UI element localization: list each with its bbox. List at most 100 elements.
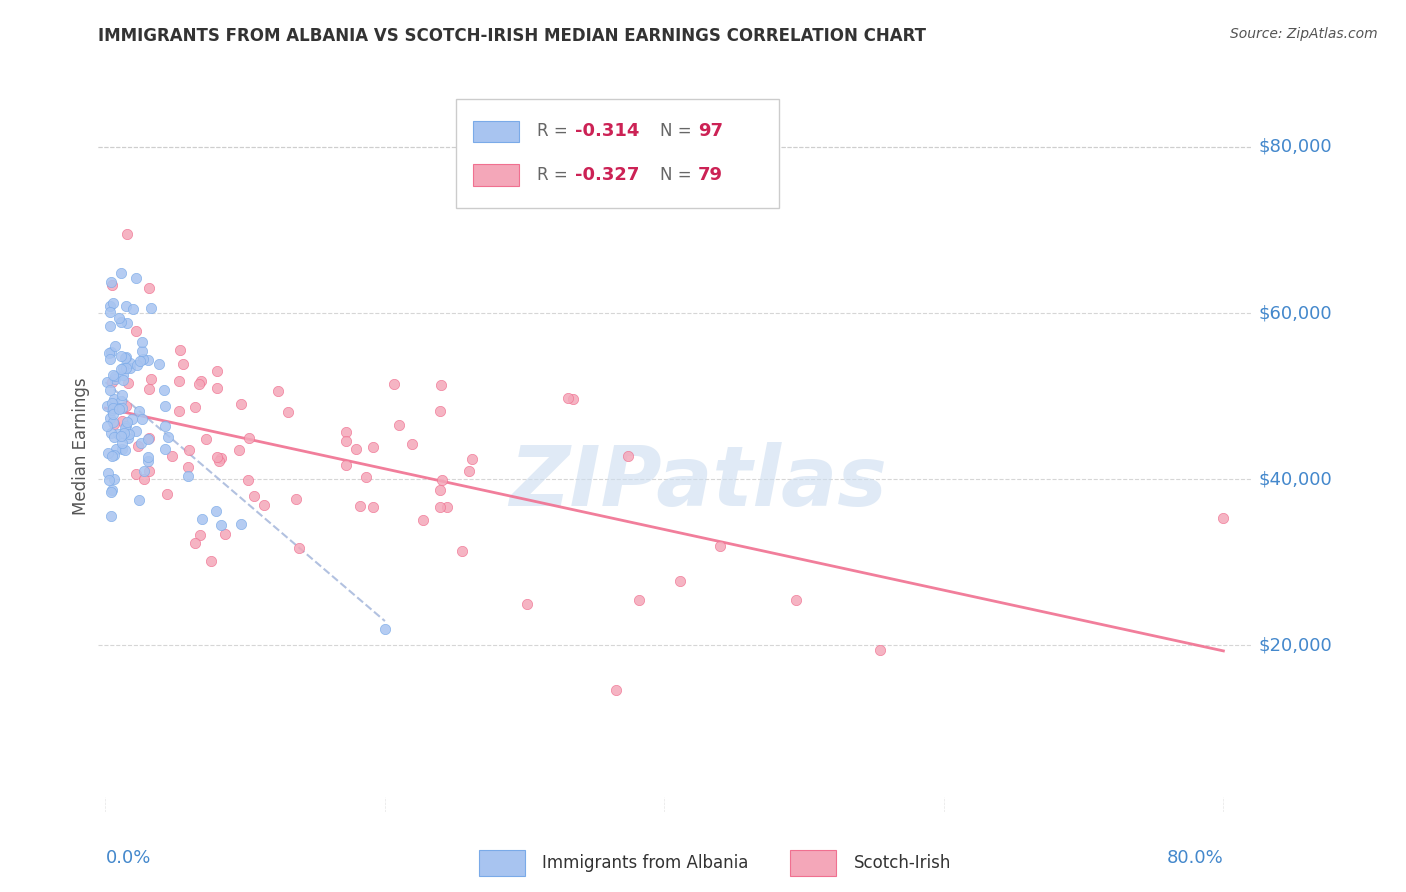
Point xyxy=(214,526,236,541)
Point xyxy=(101,375,124,389)
Point xyxy=(121,301,143,316)
Point xyxy=(209,450,232,465)
Point xyxy=(253,498,276,512)
Point xyxy=(172,357,194,371)
Text: IMMIGRANTS FROM ALBANIA VS SCOTCH-IRISH MEDIAN EARNINGS CORRELATION CHART: IMMIGRANTS FROM ALBANIA VS SCOTCH-IRISH … xyxy=(98,27,927,45)
Point xyxy=(103,471,125,485)
Point xyxy=(132,464,155,478)
Point xyxy=(709,539,731,553)
Point xyxy=(450,543,472,558)
Point xyxy=(243,489,266,503)
Point xyxy=(288,541,311,556)
Point xyxy=(401,437,423,451)
Point xyxy=(97,446,120,460)
Point xyxy=(110,315,132,329)
Point xyxy=(115,419,138,434)
Point xyxy=(363,500,385,514)
Point xyxy=(98,383,121,397)
Point xyxy=(101,407,124,421)
Point xyxy=(617,449,640,463)
Point xyxy=(195,433,218,447)
Point xyxy=(98,351,121,366)
Point xyxy=(132,351,155,366)
Point xyxy=(160,449,183,463)
Point xyxy=(231,516,253,531)
Text: R =: R = xyxy=(537,122,572,140)
Point xyxy=(120,360,142,375)
Text: 80.0%: 80.0% xyxy=(1167,849,1223,867)
Point xyxy=(103,417,125,431)
Point xyxy=(188,527,211,541)
Point xyxy=(107,427,129,442)
Point xyxy=(103,392,125,406)
Point xyxy=(136,353,159,368)
Point xyxy=(229,397,252,411)
Point xyxy=(388,418,411,433)
Point xyxy=(412,513,434,527)
Point xyxy=(363,440,385,454)
Point xyxy=(382,376,405,391)
Point xyxy=(115,299,138,313)
Point xyxy=(103,448,125,462)
Point xyxy=(114,351,136,365)
Point xyxy=(115,351,138,365)
Point xyxy=(134,472,156,486)
Point xyxy=(125,424,148,438)
Point xyxy=(100,425,122,440)
Point xyxy=(104,338,127,352)
Point xyxy=(111,401,134,416)
Point xyxy=(112,426,135,441)
Text: $80,000: $80,000 xyxy=(1258,137,1331,156)
Point xyxy=(516,597,538,611)
Point xyxy=(104,368,127,383)
Point xyxy=(110,429,132,443)
Point xyxy=(436,500,458,514)
Point xyxy=(187,377,209,392)
Point xyxy=(205,450,228,464)
Point xyxy=(228,442,250,457)
Text: -0.314: -0.314 xyxy=(575,122,638,140)
Point xyxy=(107,401,129,416)
Point xyxy=(155,400,177,414)
Point xyxy=(111,361,134,376)
Text: 0.0%: 0.0% xyxy=(105,849,150,867)
Text: $60,000: $60,000 xyxy=(1258,304,1331,322)
Point xyxy=(167,404,190,418)
FancyBboxPatch shape xyxy=(472,120,519,143)
Point xyxy=(169,343,191,357)
Point xyxy=(110,266,132,280)
Point xyxy=(97,473,120,487)
Text: Scotch-Irish: Scotch-Irish xyxy=(853,854,950,871)
Point xyxy=(156,430,179,444)
Y-axis label: Median Earnings: Median Earnings xyxy=(72,377,90,515)
Point xyxy=(118,426,141,441)
Point xyxy=(155,442,177,456)
Point xyxy=(108,310,131,325)
Point xyxy=(100,485,122,500)
Point xyxy=(125,324,148,338)
Point xyxy=(131,412,153,426)
Point xyxy=(121,412,143,426)
Point xyxy=(356,470,378,484)
Point xyxy=(100,276,122,290)
Point xyxy=(627,592,650,607)
Point xyxy=(138,431,160,445)
Point xyxy=(200,554,222,568)
Point xyxy=(669,574,692,588)
Point xyxy=(138,281,160,295)
Point xyxy=(128,404,150,418)
Point xyxy=(136,454,159,468)
Point xyxy=(127,358,149,372)
Point xyxy=(101,278,124,293)
Point xyxy=(111,442,134,456)
Point xyxy=(136,450,159,464)
Point xyxy=(110,414,132,428)
Point xyxy=(208,454,231,468)
Point xyxy=(177,459,200,474)
Point xyxy=(100,345,122,359)
Text: R =: R = xyxy=(537,167,572,185)
Point xyxy=(111,388,134,402)
Point xyxy=(156,487,179,501)
Point xyxy=(285,491,308,506)
Point xyxy=(114,443,136,458)
